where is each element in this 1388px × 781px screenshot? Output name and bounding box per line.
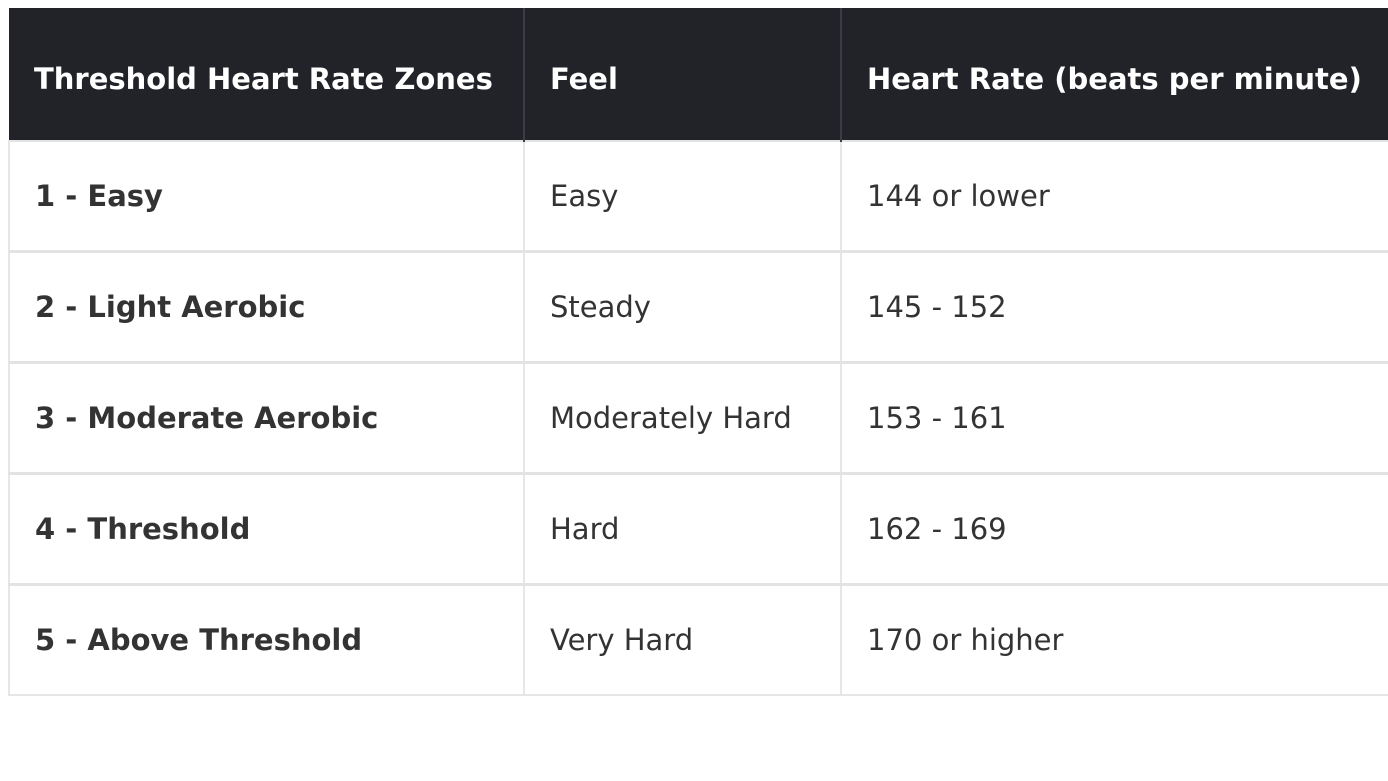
table-row: 2 - Light Aerobic Steady 145 - 152 [8,250,1388,364]
table-row: 5 - Above Threshold Very Hard 170 or hig… [8,583,1388,696]
feel-cell: Very Hard [523,583,842,696]
column-header-zones: Threshold Heart Rate Zones [9,8,525,141]
zone-cell: 5 - Above Threshold [8,583,525,696]
table-row: 3 - Moderate Aerobic Moderately Hard 153… [8,361,1388,475]
heart-rate-cell: 144 or lower [840,140,1388,253]
column-header-heart-rate: Heart Rate (beats per minute) [841,8,1388,141]
zone-cell: 2 - Light Aerobic [8,250,525,364]
zone-cell: 4 - Threshold [8,472,525,586]
feel-cell: Moderately Hard [523,361,842,475]
zone-cell: 1 - Easy [8,140,525,253]
zone-cell: 3 - Moderate Aerobic [8,361,525,475]
feel-cell: Hard [523,472,842,586]
feel-cell: Easy [523,140,842,253]
table-row: 1 - Easy Easy 144 or lower [8,140,1388,253]
table-row: 4 - Threshold Hard 162 - 169 [8,472,1388,586]
column-header-feel: Feel [524,8,842,141]
table-header: Threshold Heart Rate Zones Feel Heart Ra… [9,8,1388,141]
header-row: Threshold Heart Rate Zones Feel Heart Ra… [9,8,1388,141]
heart-rate-cell: 170 or higher [840,583,1388,696]
heart-rate-cell: 145 - 152 [840,250,1388,364]
heart-rate-cell: 153 - 161 [840,361,1388,475]
feel-cell: Steady [523,250,842,364]
heart-rate-zones-table: Threshold Heart Rate Zones Feel Heart Ra… [8,8,1388,696]
heart-rate-cell: 162 - 169 [840,472,1388,586]
table-body: 1 - Easy Easy 144 or lower 2 - Light Aer… [8,140,1388,696]
